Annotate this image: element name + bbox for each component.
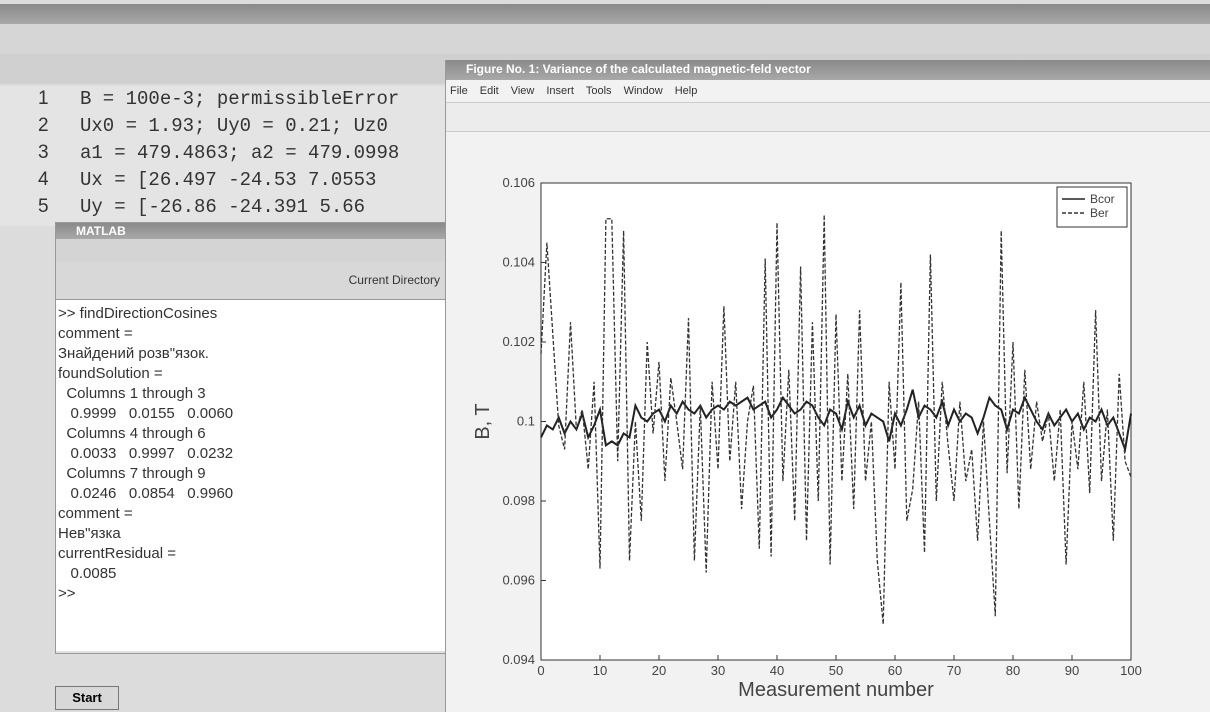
code-text: a1 = 479.4863; a2 = 479.0998 <box>80 142 399 164</box>
command-line: comment = <box>58 324 444 344</box>
command-line: 0.0085 <box>58 564 444 584</box>
x-tick-label: 0 <box>537 663 544 678</box>
figure-window: Figure No. 1: Variance of the calculated… <box>445 60 1210 712</box>
line-number: 4 <box>38 169 60 191</box>
command-line: foundSolution = <box>58 364 444 384</box>
x-tick-label: 100 <box>1120 663 1142 678</box>
x-tick-label: 70 <box>947 663 961 678</box>
code-text: Ux = [26.497 -24.53 7.0553 <box>80 169 376 191</box>
chart: 0 10 20 30 40 50 60 70 80 90 100 0.094 0.096 0.098 0.1… <box>446 60 1210 712</box>
y-tick-label: 0.106 <box>502 175 535 190</box>
line-number: 5 <box>38 196 60 218</box>
x-tick-label: 20 <box>652 663 666 678</box>
command-window: MATLAB Current Directory >> findDirectio… <box>55 222 447 654</box>
y-axis-label: B, T <box>472 403 494 439</box>
legend-label: Bcor <box>1090 192 1115 206</box>
x-tick-label: 10 <box>593 663 607 678</box>
code-text: B = 100e-3; permissibleError <box>80 88 399 110</box>
x-axis-label: Measurement number <box>738 679 934 701</box>
code-text: Ux0 = 1.93; Uy0 = 0.21; Uz0 <box>80 115 388 137</box>
start-button[interactable]: Start <box>55 686 119 710</box>
x-tick-label: 30 <box>711 663 725 678</box>
x-tick-label: 60 <box>888 663 902 678</box>
command-line: Знайдений розв"язок. <box>58 344 444 364</box>
y-tick-label: 0.096 <box>502 573 535 588</box>
command-line: comment = <box>58 504 444 524</box>
editor-title-bar <box>0 4 1210 24</box>
editor-menu <box>0 24 1210 54</box>
command-title: MATLAB <box>56 223 446 239</box>
y-tick-label: 0.098 <box>502 493 535 508</box>
command-line: >> findDirectionCosines <box>58 304 444 324</box>
command-line: 0.0246 0.0854 0.9960 <box>58 484 444 504</box>
y-tick-label: 0.094 <box>502 652 535 667</box>
page: {"editor":{"code_lines":[ {"number":"1",… <box>0 0 1210 712</box>
x-tick-label: 90 <box>1065 663 1079 678</box>
command-line: Columns 1 through 3 <box>58 384 444 404</box>
x-tick-label: 80 <box>1006 663 1020 678</box>
command-line: 0.0033 0.9997 0.0232 <box>58 444 444 464</box>
line-number: 1 <box>38 88 60 110</box>
command-line: Columns 7 through 9 <box>58 464 444 484</box>
y-tick-label: 0.102 <box>502 334 535 349</box>
y-tick-label: 0.1 <box>517 414 535 429</box>
command-toolbar: Current Directory <box>56 261 446 299</box>
x-tick-label: 40 <box>770 663 784 678</box>
line-number: 2 <box>38 115 60 137</box>
command-line: >> <box>58 584 444 604</box>
editor-code-area: 1 B = 100e-3; permissibleError 2 Ux0 = 1.93… <box>0 86 445 226</box>
command-line: Нев"язка <box>58 524 444 544</box>
command-line: currentResidual = <box>58 544 444 564</box>
plot-area <box>541 183 1131 660</box>
line-number: 3 <box>38 142 60 164</box>
y-tick-label: 0.104 <box>502 255 535 270</box>
legend-label: Ber <box>1090 206 1109 220</box>
command-menu <box>56 239 446 261</box>
command-line: 0.9999 0.0155 0.0060 <box>58 404 444 424</box>
current-directory-label: Current Directory <box>349 273 440 287</box>
command-line: Columns 4 through 6 <box>58 424 444 444</box>
code-text: Uy = [-26.86 -24.391 5.66 <box>80 196 365 218</box>
x-tick-label: 50 <box>829 663 843 678</box>
